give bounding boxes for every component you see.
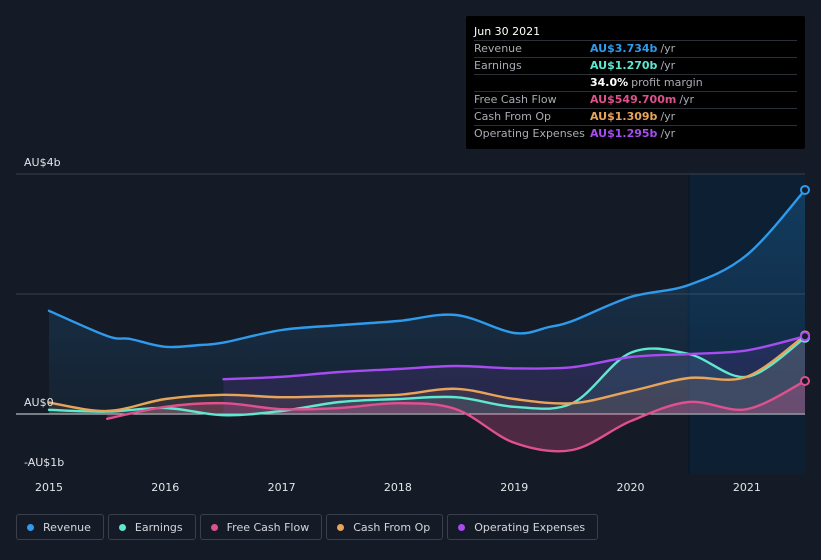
legend-item-free-cash-flow[interactable]: Free Cash Flow bbox=[199, 514, 323, 540]
tooltip-row-unit: profit margin bbox=[631, 76, 703, 89]
tooltip-row-label: Revenue bbox=[474, 42, 522, 55]
tooltip-row: Free Cash Flow AU$549.700m/yr bbox=[474, 91, 797, 108]
tooltip-row: Cash From Op AU$1.309b/yr bbox=[474, 108, 797, 125]
series-line-cash-from-op bbox=[47, 334, 807, 413]
legend-dot-icon bbox=[210, 523, 218, 531]
tooltip-row-label: Cash From Op bbox=[474, 110, 552, 123]
legend-dot-icon bbox=[458, 523, 466, 531]
series-area-revenue bbox=[49, 190, 805, 414]
legend-item-cash-from-op[interactable]: Cash From Op bbox=[326, 514, 444, 540]
tooltip-row-value: AU$1.309b bbox=[590, 110, 658, 123]
tooltip-row-value: 34.0% bbox=[590, 76, 629, 89]
x-tick-label: 2019 bbox=[500, 481, 528, 494]
legend-dot-icon bbox=[27, 523, 34, 531]
series-endpoint-free-cash-flow bbox=[800, 376, 810, 387]
legend-item-earnings[interactable]: Earnings bbox=[107, 514, 196, 540]
x-tick-label: 2015 bbox=[35, 481, 63, 494]
series-line-revenue bbox=[47, 188, 807, 349]
series-endpoint-operating-expenses bbox=[800, 331, 810, 342]
legend-dot-icon bbox=[118, 523, 126, 531]
chart-legend: Revenue Earnings Free Cash Flow Cash From O… bbox=[16, 514, 599, 540]
tooltip-row-value: AU$1.295b bbox=[590, 127, 658, 140]
series-line-operating-expenses bbox=[222, 335, 807, 381]
x-tick-label: 2016 bbox=[151, 481, 179, 494]
tooltip-row: Revenue AU$3.734b/yr bbox=[474, 40, 797, 57]
series-line-free-cash-flow bbox=[106, 379, 807, 453]
y-tick-label: AU$4b bbox=[24, 156, 61, 169]
legend-label: Earnings bbox=[134, 520, 183, 534]
legend-label: Revenue bbox=[43, 520, 91, 534]
tooltip-row-unit: /yr bbox=[660, 110, 676, 123]
tooltip-row-label bbox=[474, 75, 590, 91]
y-tick-label: -AU$1b bbox=[24, 456, 64, 469]
tooltip-row-label: Earnings bbox=[474, 59, 522, 72]
x-tick-label: 2018 bbox=[384, 481, 412, 494]
tooltip-row: Operating Expenses AU$1.295b/yr bbox=[474, 125, 797, 142]
tooltip-row-value: AU$3.734b bbox=[590, 42, 658, 55]
tooltip-date: Jun 30 2021 bbox=[474, 25, 541, 38]
legend-label: Operating Expenses bbox=[474, 520, 586, 534]
legend-item-revenue[interactable]: Revenue bbox=[16, 514, 104, 540]
y-tick-label: AU$0 bbox=[24, 396, 54, 409]
tooltip-row-unit: /yr bbox=[660, 127, 676, 140]
series-endpoint-revenue bbox=[800, 184, 810, 195]
legend-label: Cash From Op bbox=[353, 520, 431, 534]
tooltip-row-unit: /yr bbox=[679, 93, 695, 106]
legend-label: Free Cash Flow bbox=[226, 520, 310, 534]
x-tick-label: 2021 bbox=[733, 481, 761, 494]
tooltip-row-label: Free Cash Flow bbox=[474, 93, 557, 106]
tooltip-row-unit: /yr bbox=[660, 59, 676, 72]
tooltip-row-unit: /yr bbox=[660, 42, 676, 55]
tooltip-row: 34.0% profit margin bbox=[474, 74, 797, 91]
tooltip-row-label: Operating Expenses bbox=[474, 127, 585, 140]
legend-dot-icon bbox=[337, 523, 345, 531]
tooltip-row: Earnings AU$1.270b/yr bbox=[474, 57, 797, 74]
x-tick-label: 2017 bbox=[268, 481, 296, 494]
legend-item-operating-expenses[interactable]: Operating Expenses bbox=[447, 514, 599, 540]
tooltip-row-value: AU$549.700m bbox=[590, 93, 677, 106]
tooltip-row-value: AU$1.270b bbox=[590, 59, 658, 72]
x-tick-label: 2020 bbox=[617, 481, 645, 494]
tooltip-panel: Jun 30 2021 Revenue AU$3.734b/yr Earnings A… bbox=[466, 16, 805, 149]
